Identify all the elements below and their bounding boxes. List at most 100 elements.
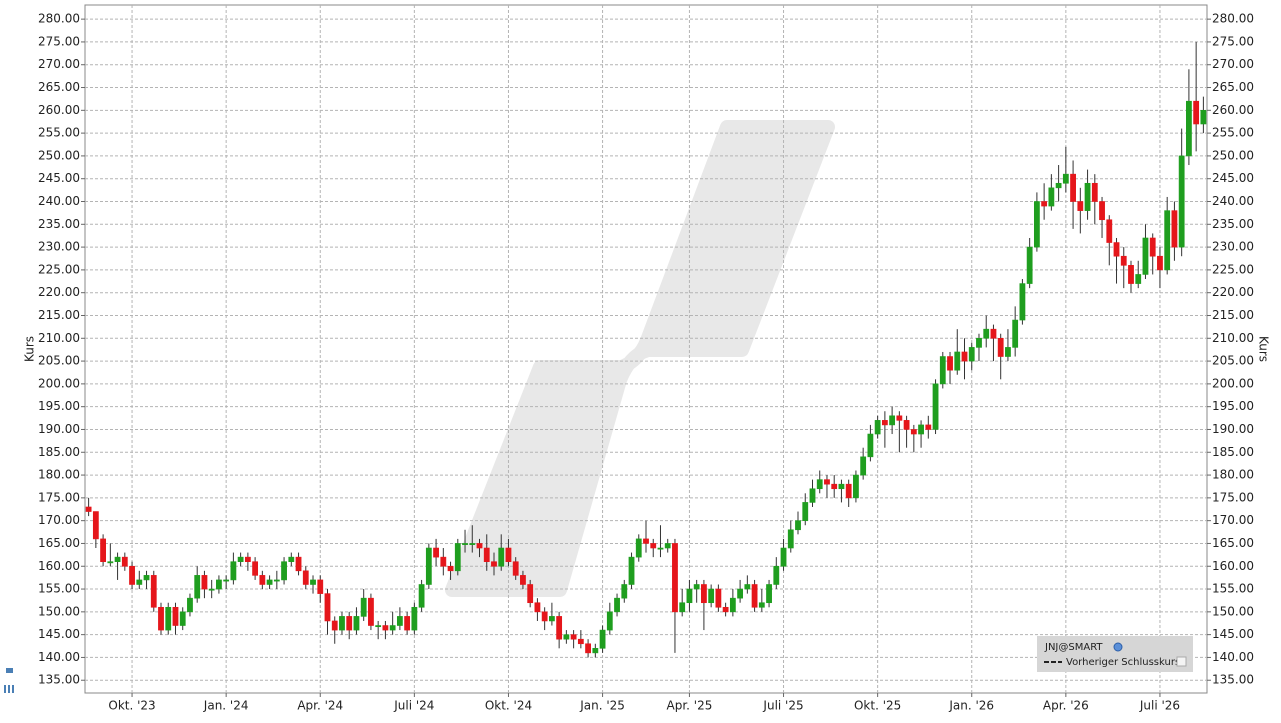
candle-body <box>614 597 620 613</box>
candle-body <box>1128 265 1134 284</box>
candle-body <box>295 556 302 572</box>
candle-body <box>824 479 830 485</box>
candle-body <box>845 483 852 499</box>
candle-body <box>577 638 584 645</box>
candle-body <box>592 648 599 654</box>
candle-body <box>1149 237 1156 257</box>
candle-body <box>179 611 186 626</box>
candle-body <box>1062 173 1069 184</box>
y2-tick-label: 185.00 <box>1212 445 1254 459</box>
candle-body <box>997 337 1004 357</box>
candle-body <box>353 616 360 631</box>
y-tick-label: 230.00 <box>38 240 80 254</box>
candle-body <box>881 420 888 426</box>
candle-body <box>143 575 150 581</box>
candle-body <box>187 597 193 613</box>
y2-tick-label: 225.00 <box>1212 262 1254 276</box>
candle-body <box>585 643 591 654</box>
legend-label: Vorheriger Schlusskurs <box>1066 657 1180 668</box>
candle-body <box>252 561 259 576</box>
candle-body <box>664 543 671 549</box>
candle-body <box>375 625 382 628</box>
candle-body <box>990 328 997 339</box>
candle-body <box>85 506 92 512</box>
y2-tick-label: 145.00 <box>1212 627 1254 641</box>
candle-body <box>889 415 896 426</box>
candle-body <box>208 588 215 591</box>
y-tick-label: 180.00 <box>38 468 80 482</box>
candle-body <box>194 575 201 599</box>
candle-body <box>563 634 570 640</box>
legend-label: JNJ@SMART <box>1044 642 1103 653</box>
y2-tick-label: 265.00 <box>1212 80 1254 94</box>
candle-body <box>433 547 439 558</box>
candle-body <box>1019 283 1026 321</box>
candle-body <box>729 597 736 613</box>
candle-body <box>722 606 729 613</box>
candle-body <box>150 575 157 608</box>
candle-body <box>932 383 939 430</box>
candle-body <box>534 602 541 613</box>
candle-body <box>773 565 780 585</box>
candle-body <box>672 543 678 613</box>
legend-checkbox[interactable] <box>1176 656 1187 667</box>
candle-body <box>693 584 700 590</box>
y2-tick-label: 210.00 <box>1212 331 1254 345</box>
x-tick-label: Juli '25 <box>762 699 803 713</box>
y-tick-label: 205.00 <box>38 354 80 368</box>
y-tick-label: 200.00 <box>38 376 80 390</box>
candle-body <box>447 565 454 572</box>
candle-body <box>686 588 693 604</box>
candle-body <box>1033 201 1040 248</box>
y2-tick-label: 135.00 <box>1212 673 1254 687</box>
candle-body <box>715 588 722 608</box>
candle-body <box>331 620 338 631</box>
y-tick-label: 150.00 <box>38 604 80 618</box>
candle-body <box>744 584 751 590</box>
y-tick-label: 155.00 <box>38 582 80 596</box>
candle-body <box>165 606 172 631</box>
candle-body <box>121 556 128 567</box>
candle-body <box>107 561 114 564</box>
y-tick-label: 225.00 <box>38 262 80 276</box>
candle-body <box>1048 187 1055 207</box>
legend: JNJ@SMART Vorheriger Schlusskurs <box>1037 636 1193 672</box>
candle-body <box>599 629 606 649</box>
x-tick-label: Okt. '25 <box>854 699 901 713</box>
candle-body <box>1070 173 1076 202</box>
candle-body <box>787 529 794 549</box>
candle-body <box>310 579 316 585</box>
y-tick-label: 260.00 <box>38 103 80 117</box>
y2-tick-label: 155.00 <box>1212 582 1254 596</box>
candle-body <box>961 351 968 362</box>
legend-icon <box>1113 642 1123 652</box>
y-axis-label: Kurs <box>23 336 37 362</box>
candle-body <box>1005 347 1011 357</box>
candle-body <box>1135 274 1142 284</box>
y-tick-label: 175.00 <box>38 490 80 504</box>
candle-body <box>766 584 772 604</box>
candle-body <box>548 616 555 622</box>
candle-body <box>867 433 874 458</box>
candle-body <box>1186 100 1192 157</box>
candle-body <box>339 616 345 631</box>
candle-body <box>527 584 534 604</box>
candle-body <box>317 579 324 594</box>
candle-body <box>896 415 903 421</box>
candle-body <box>809 488 816 503</box>
y2-tick-label: 170.00 <box>1212 513 1254 527</box>
y-tick-label: 210.00 <box>38 331 80 345</box>
y2-tick-label: 280.00 <box>1212 12 1254 26</box>
candle-body <box>751 584 758 608</box>
x-tick-label: Jan. '24 <box>203 699 249 713</box>
y2-tick-label: 260.00 <box>1212 103 1254 117</box>
candle-body <box>679 602 686 613</box>
candle-body <box>802 502 809 521</box>
y-tick-label: 190.00 <box>38 422 80 436</box>
candle-body <box>541 611 548 622</box>
candle-body <box>418 584 425 608</box>
candle-body <box>570 634 577 640</box>
candle-body <box>606 611 613 631</box>
candle-body <box>491 561 497 567</box>
